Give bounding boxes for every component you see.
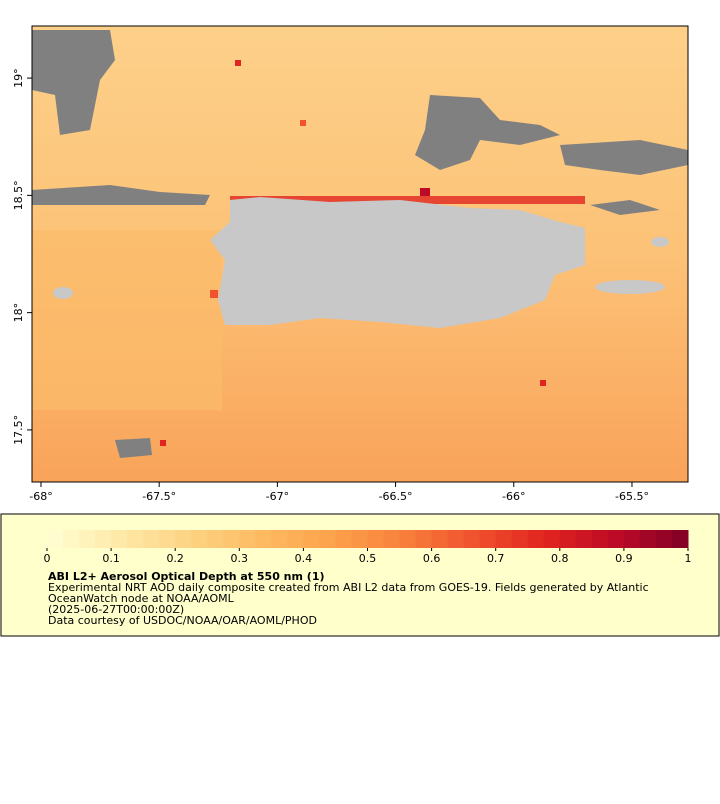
legend-line: Experimental NRT AOD daily composite cre…: [48, 581, 649, 594]
x-tick-label: -68°: [29, 490, 52, 503]
colorbar-tick-label: 0.2: [166, 552, 184, 565]
x-tick-label: -66°: [502, 490, 525, 503]
colorbar-swatch: [607, 530, 625, 548]
colorbar-swatch: [431, 530, 449, 548]
colorbar-swatch: [207, 530, 224, 548]
colorbar-tick-label: 0.3: [231, 552, 249, 565]
colorbar-swatch: [367, 530, 385, 548]
colorbar-swatch: [255, 530, 272, 548]
colorbar-swatch: [191, 530, 208, 548]
y-tick-label: 19°: [12, 68, 25, 88]
colorbar-swatch: [335, 530, 352, 548]
colorbar-swatch: [223, 530, 240, 548]
colorbar-tick-label: 0.9: [615, 552, 633, 565]
colorbar-swatch: [47, 530, 64, 548]
colorbar-swatch: [591, 530, 609, 548]
colorbar-swatch: [415, 530, 433, 548]
y-tick-label: 17.5°: [12, 415, 25, 445]
x-tick-label: -67.5°: [142, 490, 176, 503]
colorbar-tick-label: 0.1: [102, 552, 120, 565]
colorbar-swatch: [303, 530, 320, 548]
x-tick-label: -66.5°: [379, 490, 413, 503]
colorbar-tick-label: 1: [685, 552, 692, 565]
colorbar-swatch: [127, 530, 144, 548]
colorbar-swatch: [287, 530, 304, 548]
colorbar-swatch: [623, 530, 641, 548]
colorbar-swatch: [527, 530, 545, 548]
colorbar-tick-label: 0.6: [423, 552, 441, 565]
colorbar-swatch: [383, 530, 401, 548]
legend-title: ABI L2+ Aerosol Optical Depth at 550 nm …: [48, 570, 325, 583]
legend-line: Data courtesy of USDOC/NOAA/OAR/AOML/PHO…: [48, 614, 317, 627]
colorbar-swatch: [111, 530, 128, 548]
colorbar-swatch: [447, 530, 465, 548]
colorbar-swatch: [479, 530, 497, 548]
map-image: [31, 25, 689, 483]
colorbar-swatch: [495, 530, 513, 548]
colorbar-swatch: [143, 530, 160, 548]
colorbar-swatch: [63, 530, 80, 548]
colorbar-swatch: [239, 530, 256, 548]
x-tick-label: -65.5°: [615, 490, 649, 503]
colorbar-swatch: [319, 530, 336, 548]
colorbar-tick-label: 0.5: [359, 552, 377, 565]
colorbar-swatch: [511, 530, 529, 548]
colorbar-tick-label: 0.7: [487, 552, 505, 565]
colorbar-swatch: [271, 530, 288, 548]
colorbar-tick-label: 0.4: [295, 552, 313, 565]
colorbar-swatch: [655, 530, 673, 548]
colorbar-tick-label: 0: [44, 552, 51, 565]
legend-line: (2025-06-27T00:00:00Z): [48, 603, 184, 616]
y-tick-label: 18.5°: [12, 180, 25, 210]
colorbar-swatch: [79, 530, 96, 548]
colorbar-swatch: [399, 530, 417, 548]
colorbar-swatch: [175, 530, 192, 548]
colorbar-swatch: [671, 530, 689, 548]
colorbar-swatch: [639, 530, 657, 548]
x-tick-label: -67°: [266, 490, 289, 503]
colorbar-swatch: [559, 530, 577, 548]
legend-line: OceanWatch node at NOAA/AOML: [48, 592, 235, 605]
colorbar-swatch: [95, 530, 112, 548]
colorbar-swatch: [543, 530, 561, 548]
colorbar-tick-label: 0.8: [551, 552, 569, 565]
y-tick-label: 18°: [12, 303, 25, 323]
colorbar-swatch: [351, 530, 368, 548]
colorbar-swatch: [463, 530, 481, 548]
colorbar-swatch: [159, 530, 176, 548]
colorbar-swatch: [575, 530, 593, 548]
